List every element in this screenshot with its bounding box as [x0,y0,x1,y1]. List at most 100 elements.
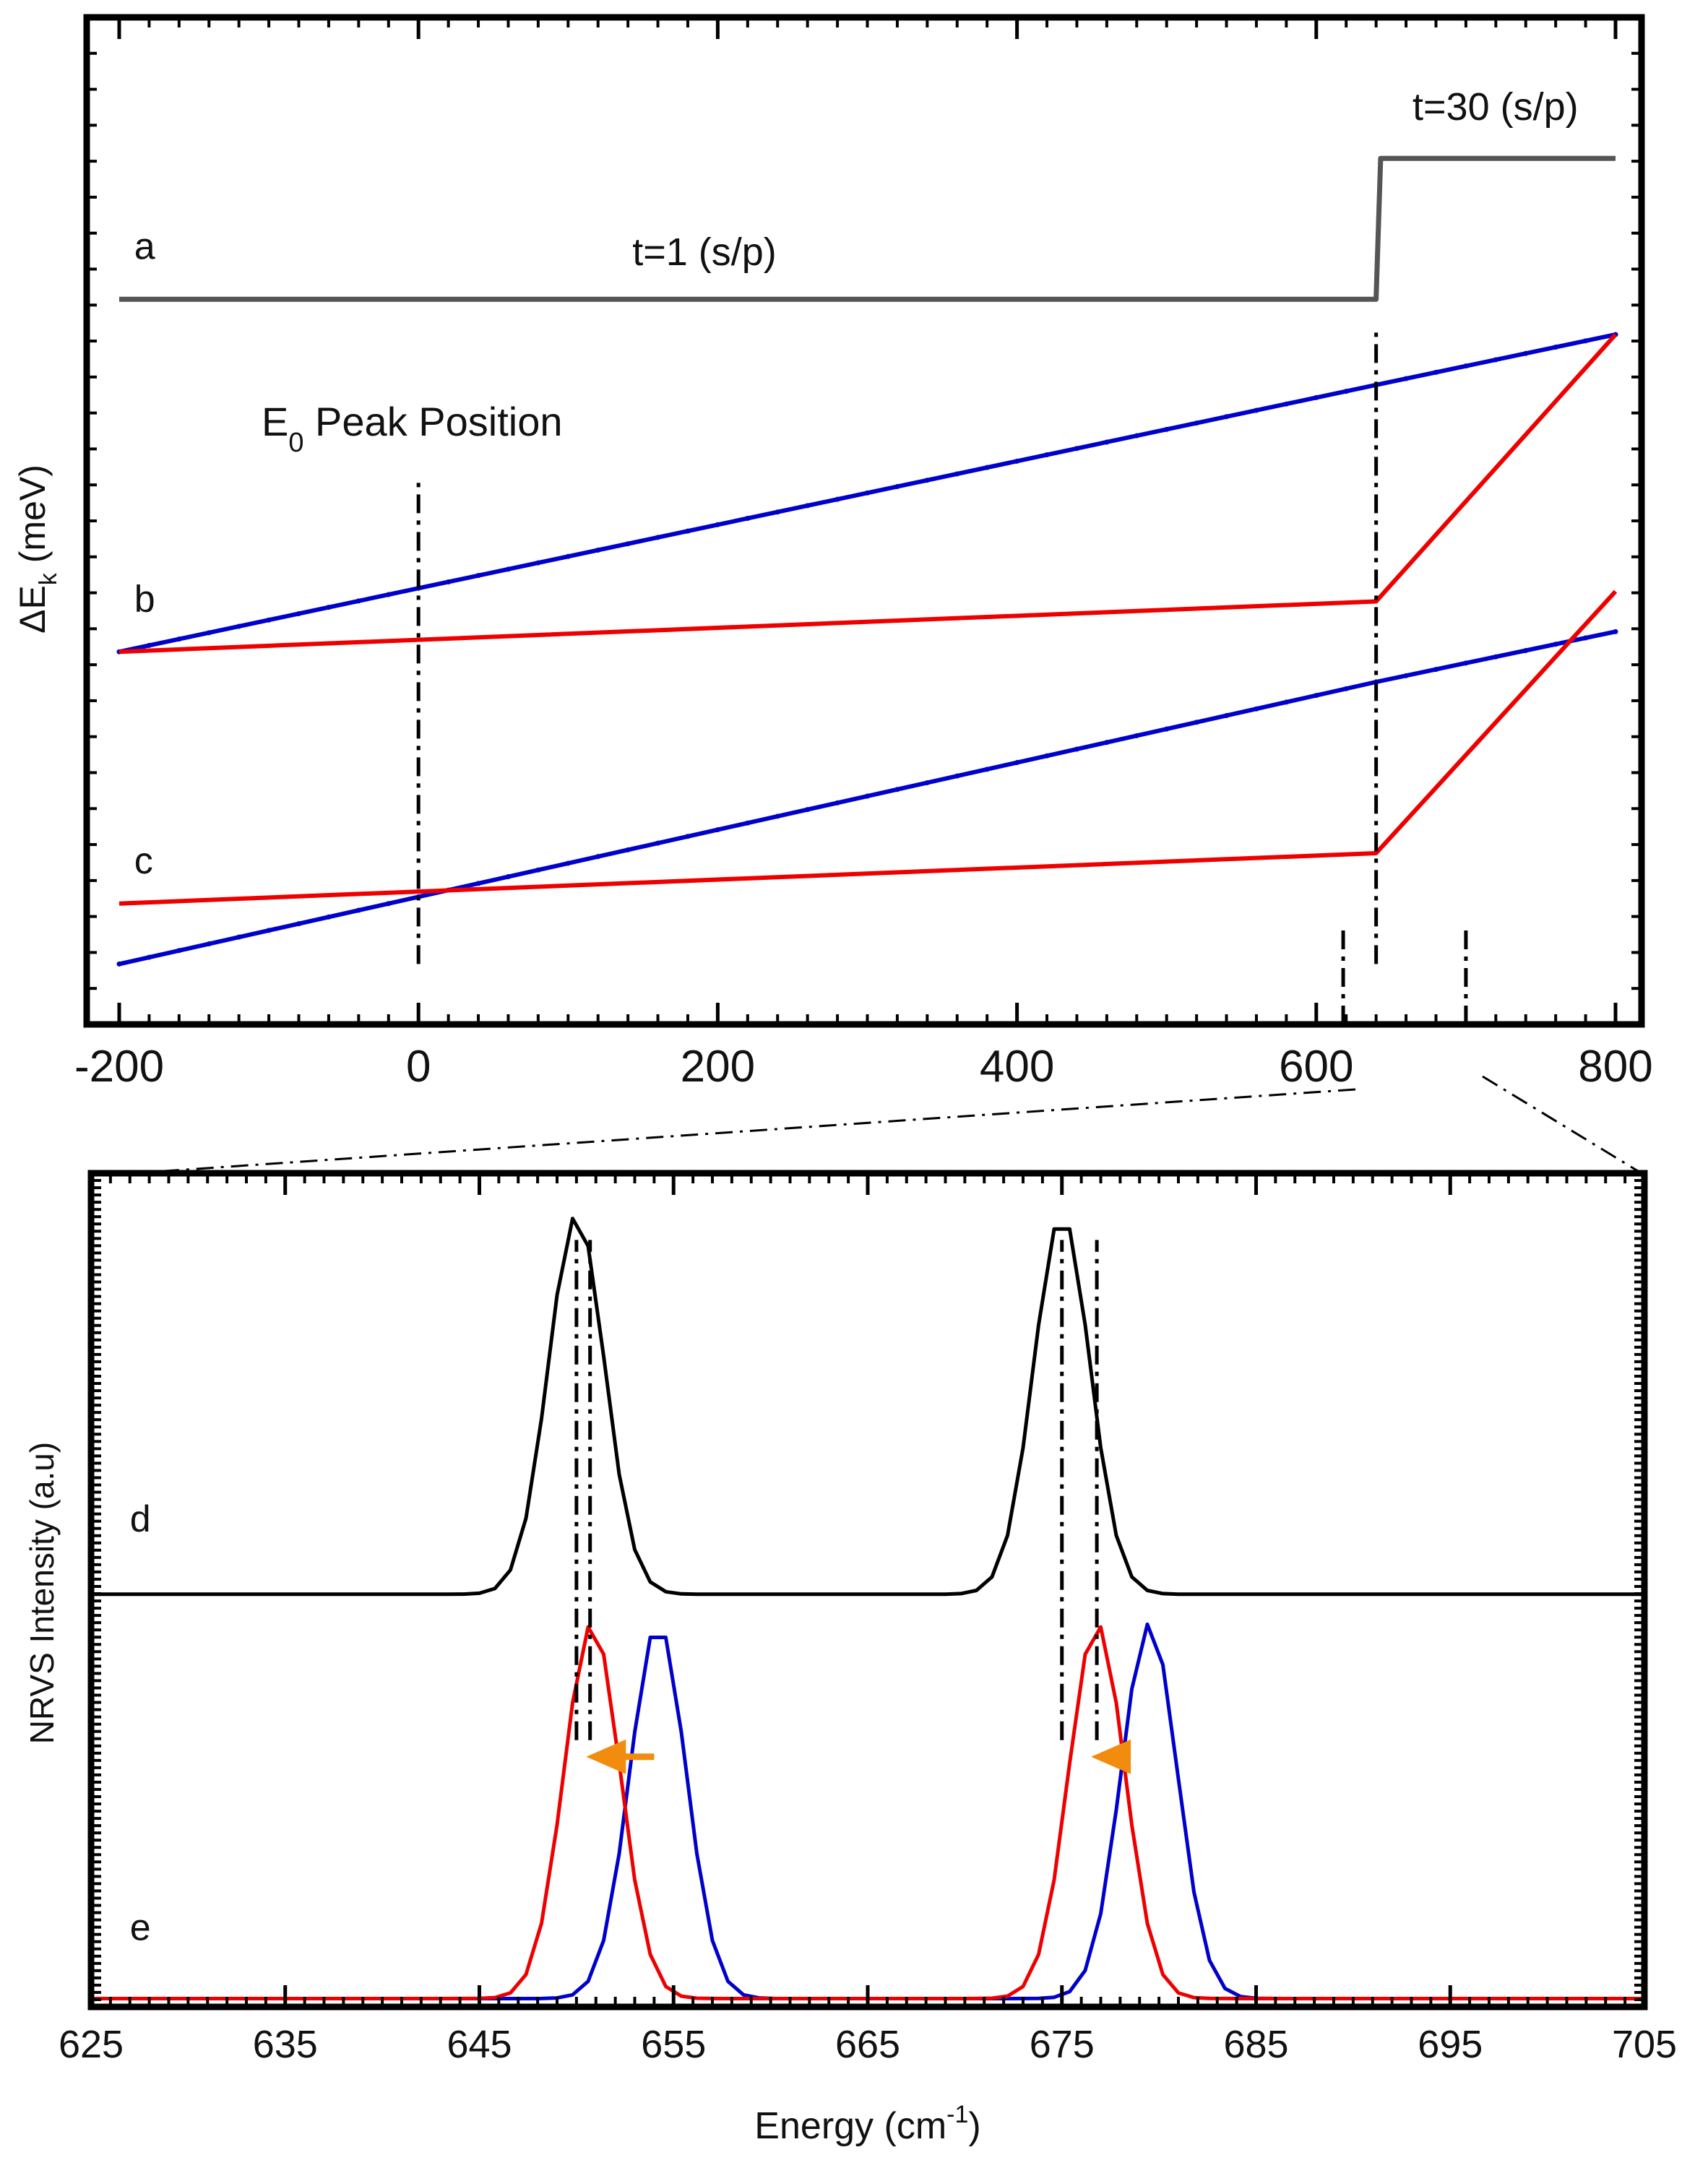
bottom-y-axis-label: NRVS Intensity (a.u) [23,1442,61,1744]
top-series-c-blue-marker [625,847,631,852]
top-series-c-blue-marker [1433,667,1439,673]
top-series-b-blue-marker [475,573,481,579]
top-series-c-blue-marker [296,921,302,927]
top-series-b-blue-marker [296,610,302,616]
top-series-c-blue-marker [715,826,720,832]
bottom-tick-group [89,1172,1647,2008]
top-series-b-blue-marker [775,509,780,515]
top-tick-group [87,16,1642,1026]
bottom-x-tick-label: 705 [1612,2023,1677,2066]
top-series-c-blue-marker [685,834,691,839]
top-series-c-blue-marker [984,766,990,772]
bottom-series-d [91,1217,1644,1597]
bottom-tick-label-group: 625 635 645 655 665 675 685 695 705 [59,2023,1677,2066]
top-series-c-blue-marker [805,807,811,813]
top-x-tick-label: 800 [1578,1042,1652,1092]
top-series-b-blue-marker [1343,389,1349,394]
peak-label-subscript: 0 [288,428,303,458]
peak-label-prefix: E [262,399,288,444]
top-series-c-blue-marker [146,954,152,960]
top-series-b-blue-marker [805,503,811,509]
top-series-b-blue-marker [1014,458,1020,464]
top-series-b-blue-marker [236,623,242,629]
top-series-c-blue-marker [1493,654,1498,660]
top-series-b-blue-marker [355,598,361,604]
top-series-b-blue-marker [984,465,990,470]
zoom-connector-group [132,1075,1642,1175]
top-series-b-blue-marker [176,636,182,642]
bottom-xlabel-suffix: ) [968,2105,980,2147]
zoom-connector-left [132,1088,1356,1175]
shift-arrow-head-0 [586,1739,626,1774]
top-series-c-blue-marker [1134,733,1139,738]
top-x-tick-label: 600 [1279,1042,1353,1092]
top-series-c-blue-marker [1314,693,1319,699]
top-series-b-blue-marker [146,642,152,648]
top-series-c-blue-marker [865,793,870,799]
bottom-x-tick-label: 675 [1030,2023,1095,2066]
top-series-c-blue-marker [1224,713,1230,719]
top-series-c-blue-marker [475,881,481,886]
top-curve-label-a: a [134,226,155,268]
top-series-b-blue-marker [326,605,332,610]
top-series-c-blue-marker [535,867,541,873]
top-series-b-blue-marker [1583,338,1589,344]
bottom-xlabel-prefix: Energy (cm [754,2105,946,2147]
top-series-b-blue-marker [1164,426,1170,432]
top-series-c-blue-marker [326,914,332,920]
top-series-b-blue-marker [386,592,392,597]
bottom-x-tick-label: 655 [641,2023,706,2066]
top-series-c-blue-marker [1164,726,1170,732]
bottom-x-tick-label: 695 [1418,2023,1483,2066]
top-series-b-blue-marker [924,478,930,483]
bottom-x-tick-label: 625 [59,2023,124,2066]
top-series-c-blue-marker [834,800,840,806]
top-guide-group [416,329,1468,1024]
top-series-c-blue-marker [1254,706,1259,712]
top-series-b-blue-marker [1104,439,1110,445]
top-series-b-blue-marker [1403,376,1409,381]
top-series-c-blue-marker [355,907,361,913]
t30-annotation: t=30 (s/p) [1412,85,1579,129]
top-tick-label-group: -200 0 200 400 600 800 [74,1042,1653,1092]
top-series-b-blue-marker [1224,414,1230,420]
top-series-b-blue-marker [625,541,631,547]
top-series-b-blue-marker [1553,345,1558,350]
top-ylabel-prefix: ΔE [12,585,53,634]
bottom-series-e-blue [91,1622,1644,2000]
top-series-c-blue-marker [894,787,900,793]
top-series-c-blue-marker [176,948,182,954]
bottom-xlabel-superscript: -1 [946,2101,968,2128]
top-ylabel-subscript: k [35,572,62,585]
peak-label-suffix: Peak Position [304,399,563,444]
top-series-b-blue-marker [595,547,601,553]
top-series-c-blue-marker [386,901,392,907]
top-series-b-blue-marker [865,490,870,496]
top-series-b-blue-marker [1044,452,1050,458]
top-series-c-blue-marker [1463,660,1469,666]
top-series-b-blue-marker [535,560,541,566]
top-x-tick-label: 400 [980,1042,1054,1092]
top-series-b-red [118,333,1618,655]
top-series-b-blue-marker [1283,401,1289,407]
top-series-c-blue-marker [924,779,930,785]
top-series-c-red [118,589,1618,906]
zoom-connector-right [1482,1075,1642,1175]
top-series-c-blue-marker [745,820,751,826]
bottom-curve-label-group: de [130,1498,151,1948]
top-series-b-blue-marker [206,630,212,636]
bottom-arrow-group [586,1739,1131,1774]
bottom-x-axis-label: Energy (cm-1) [754,2101,980,2147]
top-series-c-blue-marker [954,773,960,779]
top-series-c-blue-marker [505,874,511,880]
top-series-c-blue-marker [775,813,780,819]
top-series-c-blue-marker [1523,647,1529,653]
top-series-b-blue-marker [1134,433,1139,439]
top-series-c-blue-marker [1583,635,1589,641]
peak-position-annotation: E0 Peak Position [262,399,562,458]
top-curve-label-group: a b c [134,226,155,882]
top-series-b-blue-marker [446,579,452,584]
top-series-c-blue-marker [1553,642,1558,647]
top-series-b-blue-marker [1433,369,1439,375]
